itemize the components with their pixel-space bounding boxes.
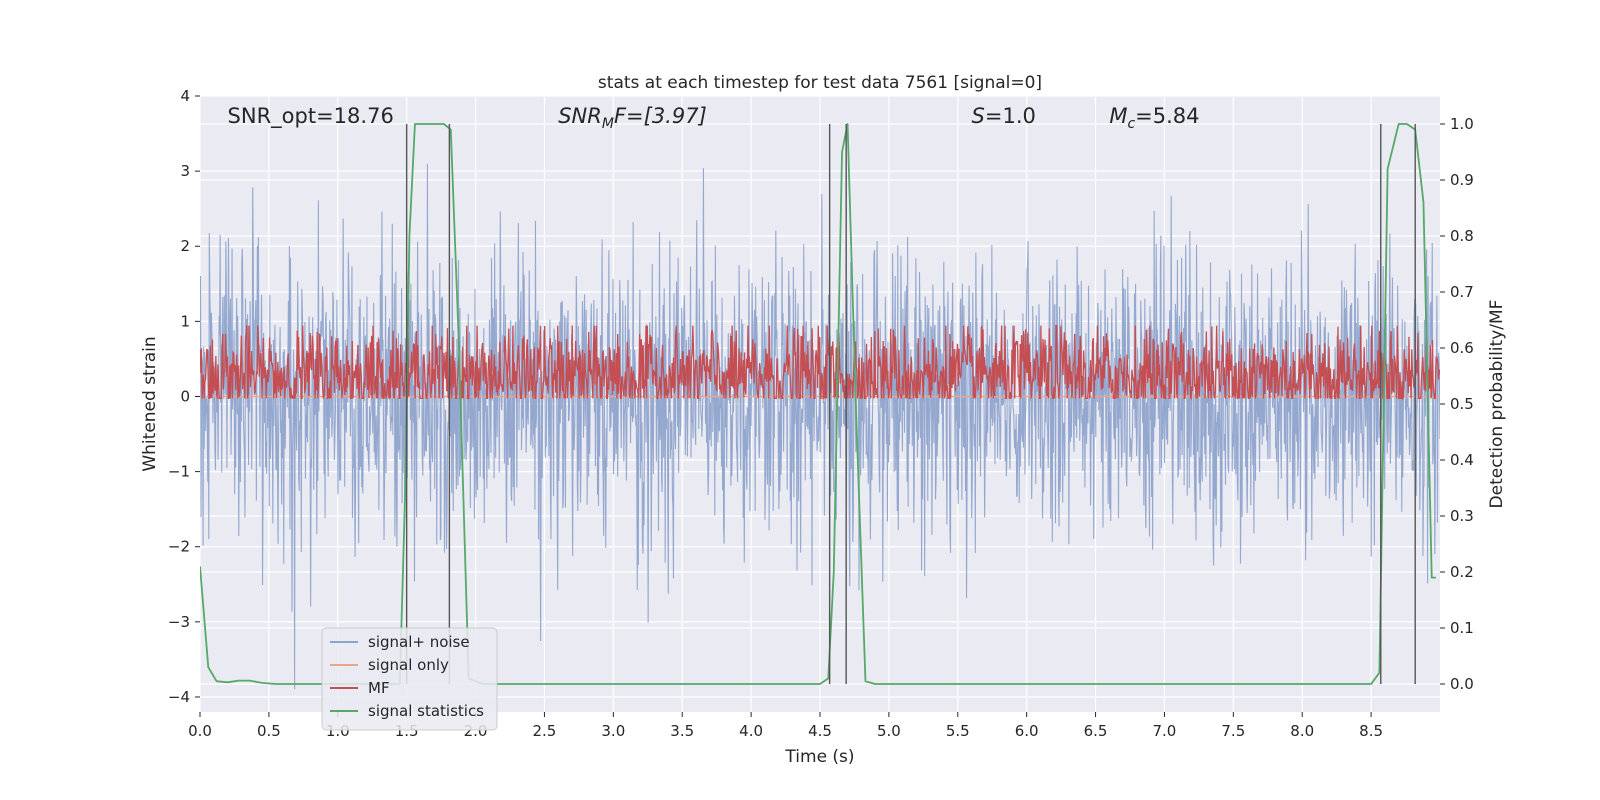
x-tick-label: 6.5 [1084, 722, 1108, 740]
chart-title: stats at each timestep for test data 756… [598, 73, 1042, 93]
x-tick-label: 4.5 [808, 722, 832, 740]
x-tick-label: 7.5 [1221, 722, 1245, 740]
y-tick-label: 1 [180, 312, 190, 330]
legend-entry: signal only [368, 656, 449, 674]
x-tick-label: 6.0 [1015, 722, 1039, 740]
y2-tick-label: 0.3 [1450, 507, 1474, 525]
y2-axis-title: Detection probability/MF [1487, 300, 1507, 509]
y-tick-label: 4 [180, 87, 190, 105]
x-tick-label: 8.5 [1359, 722, 1383, 740]
y2-tick-label: 0.6 [1450, 339, 1474, 357]
annotation-snr-opt: SNR_opt=18.76 [228, 104, 394, 129]
x-tick-label: 7.0 [1153, 722, 1177, 740]
y2-tick-label: 0.4 [1450, 451, 1474, 469]
x-axis-title: Time (s) [784, 747, 854, 767]
y2-tick-label: 0.1 [1450, 619, 1474, 637]
x-tick-label: 5.5 [946, 722, 970, 740]
legend-entry: signal statistics [368, 702, 484, 720]
vertical-markers [405, 124, 1416, 684]
y2-tick-label: 0.5 [1450, 395, 1474, 413]
x-tick-label: 3.0 [601, 722, 625, 740]
y-tick-label: −1 [168, 463, 190, 481]
annotation-snr-mf: SNRMF=[3.97] [558, 104, 707, 132]
y-tick-label: 3 [180, 162, 190, 180]
y-tick-label: −4 [168, 688, 190, 706]
legend-box [321, 627, 498, 731]
y-axis-ticks: −4 −3 −2 −1 0 1 2 3 4 [168, 87, 200, 706]
x-tick-label: 5.0 [877, 722, 901, 740]
x-tick-label: 0.5 [257, 722, 281, 740]
y2-tick-label: 1.0 [1450, 115, 1474, 133]
y2-tick-label: 0.7 [1450, 283, 1474, 301]
y2-tick-label: 0.8 [1450, 227, 1474, 245]
x-tick-label: 8.0 [1290, 722, 1314, 740]
y-tick-label: 2 [180, 237, 190, 255]
y2-axis-ticks: 0.0 0.1 0.2 0.3 0.4 0.5 0.6 0.7 0.8 0.9 1.0 [1440, 115, 1474, 693]
x-tick-label: 4.0 [739, 722, 763, 740]
annotation-mc-value: Mc=5.84 [1109, 104, 1199, 132]
y2-tick-label: 0.2 [1450, 563, 1474, 581]
y-axis-title: Whitened strain [140, 336, 160, 471]
y-tick-label: −3 [168, 613, 190, 631]
y-tick-label: −2 [168, 538, 190, 556]
x-tick-label: 2.5 [533, 722, 557, 740]
y2-tick-label: 0.9 [1450, 171, 1474, 189]
annotation-s-value: S=1.0 [972, 104, 1036, 128]
series-line-signal-statistics [200, 123, 1436, 685]
annotations: SNR_opt=18.76 SNRMF=[3.97] S=1.0 Mc=5.84 [228, 104, 1200, 132]
legend: signal+ noise signal only MF signal statist… [321, 627, 498, 731]
x-tick-label: 3.5 [670, 722, 694, 740]
legend-entry: signal+ noise [368, 633, 470, 651]
y2-tick-label: 0.0 [1450, 675, 1474, 693]
legend-entry: MF [368, 679, 390, 697]
x-tick-label: 0.0 [188, 722, 212, 740]
y-tick-label: 0 [180, 387, 190, 405]
